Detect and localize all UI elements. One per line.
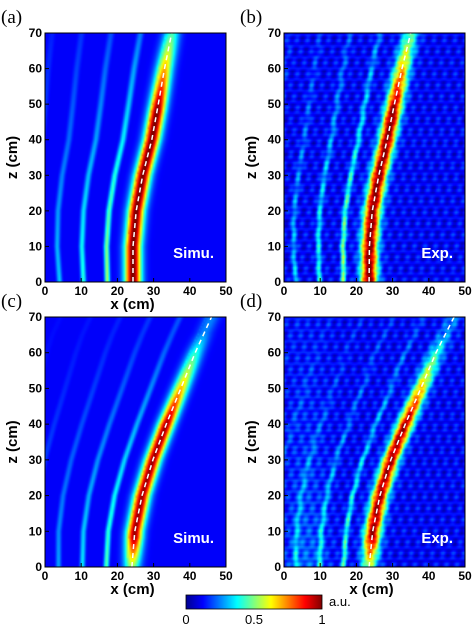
x-tick-label: 30	[386, 284, 400, 298]
y-tick-label: 40	[29, 133, 43, 147]
heatmap-image	[45, 317, 226, 567]
x-tick-label: 0	[281, 569, 288, 583]
y-tick-label: 60	[29, 62, 43, 76]
panel-d: 0 10 20 30 40 50 0 10 20 30 40 50 60 70 x (cm) z (cm) (d…	[240, 291, 472, 598]
y-tick-label: 30	[268, 453, 282, 467]
panel-label: (d)	[240, 291, 262, 312]
trajectory-dashed-line	[132, 32, 173, 282]
x-tick-label: 40	[422, 569, 436, 583]
x-axis-label: x (cm)	[349, 581, 393, 598]
colorbar-unit: a.u.	[329, 594, 351, 609]
x-tick-label: 30	[147, 569, 161, 583]
y-axis-label: z (cm)	[4, 136, 21, 179]
colorbar-tick-0: 0	[182, 612, 189, 627]
y-tick-label: 0	[35, 275, 42, 289]
x-tick-label: 50	[458, 284, 472, 298]
y-tick-label: 0	[274, 560, 281, 574]
plot-frame	[283, 316, 466, 568]
heatmap-image	[284, 317, 465, 567]
x-axis-label: x (cm)	[110, 296, 154, 313]
y-tick-label: 0	[274, 275, 281, 289]
x-tick-label: 30	[147, 284, 161, 298]
x-tick-label: 0	[42, 284, 49, 298]
colorbar: 0 0.5 1 a.u.	[182, 594, 350, 627]
panel-label: (c)	[1, 291, 22, 312]
x-tick-label: 10	[75, 569, 89, 583]
y-tick-label: 20	[268, 489, 282, 503]
y-tick-label: 50	[29, 97, 43, 111]
plot-frame	[44, 32, 227, 283]
x-tick-label: 40	[183, 284, 197, 298]
y-tick-label: 0	[35, 560, 42, 574]
y-axis-label: z (cm)	[4, 420, 21, 463]
y-tick-label: 70	[29, 310, 43, 324]
y-axis-label: z (cm)	[243, 420, 260, 463]
x-tick-label: 30	[386, 569, 400, 583]
x-tick-label: 10	[314, 569, 328, 583]
x-tick-label: 20	[350, 569, 364, 583]
heatmap-image	[284, 33, 465, 282]
y-tick-label: 40	[268, 133, 282, 147]
colorbar-tick-1: 1	[318, 612, 325, 627]
y-axis-label: z (cm)	[243, 136, 260, 179]
panel-a: 0 10 20 30 40 50 0 10 20 30 40 50 60 70 x (cm) z (cm) (a…	[1, 7, 233, 313]
y-tick-label: 40	[268, 417, 282, 431]
x-tick-label: 20	[350, 284, 364, 298]
y-tick-label: 40	[29, 417, 43, 431]
panels: 0 10 20 30 40 50 0 10 20 30 40 50 60 70 x (cm) z (cm) (a…	[1, 7, 472, 598]
x-tick-label: 50	[219, 569, 233, 583]
y-tick-label: 60	[29, 346, 43, 360]
y-tick-label: 30	[29, 168, 43, 182]
colorbar-tick-mid: 0.5	[245, 612, 263, 627]
source-tag: Simu.	[173, 245, 214, 262]
y-tick-label: 20	[29, 489, 43, 503]
x-tick-label: 50	[458, 569, 472, 583]
y-tick-label: 20	[29, 204, 43, 218]
y-tick-label: 10	[268, 239, 282, 253]
y-tick-label: 20	[268, 204, 282, 218]
plot-frame	[283, 32, 466, 283]
y-tick-label: 60	[268, 346, 282, 360]
y-tick-label: 10	[29, 524, 43, 538]
y-tick-label: 50	[268, 381, 282, 395]
trajectory-dashed-line	[131, 316, 213, 568]
panel-c: 0 10 20 30 40 50 0 10 20 30 40 50 60 70 x (cm) z (cm) (c…	[1, 291, 233, 598]
x-tick-label: 10	[75, 284, 89, 298]
panel-b: 0 10 20 30 40 50 0 10 20 30 40 50 60 70 z (cm) (b) Exp.	[240, 7, 472, 298]
x-tick-label: 50	[219, 284, 233, 298]
x-tick-label: 40	[183, 569, 197, 583]
y-tick-label: 50	[268, 97, 282, 111]
y-tick-label: 70	[268, 26, 282, 40]
x-tick-label: 0	[42, 569, 49, 583]
y-tick-label: 10	[29, 239, 43, 253]
plot-frame	[44, 316, 227, 568]
colorbar-gradient	[185, 594, 323, 610]
y-tick-label: 50	[29, 381, 43, 395]
y-tick-label: 10	[268, 524, 282, 538]
y-tick-label: 70	[29, 26, 43, 40]
source-tag: Simu.	[173, 530, 214, 547]
panel-label: (a)	[1, 7, 22, 28]
source-tag: Exp.	[421, 245, 453, 262]
x-tick-label: 10	[314, 284, 328, 298]
heatmap-image	[45, 33, 226, 282]
trajectory-dashed-line	[368, 316, 455, 568]
y-tick-label: 30	[29, 453, 43, 467]
x-tick-label: 0	[281, 284, 288, 298]
x-axis-label: x (cm)	[110, 581, 154, 598]
x-tick-label: 20	[111, 284, 125, 298]
panel-label: (b)	[240, 7, 262, 28]
y-tick-label: 60	[268, 62, 282, 76]
trajectory-dashed-line	[368, 32, 412, 283]
source-tag: Exp.	[421, 530, 453, 547]
x-tick-label: 40	[422, 284, 436, 298]
x-tick-label: 20	[111, 569, 125, 583]
y-tick-label: 30	[268, 168, 282, 182]
y-tick-label: 70	[268, 310, 282, 324]
